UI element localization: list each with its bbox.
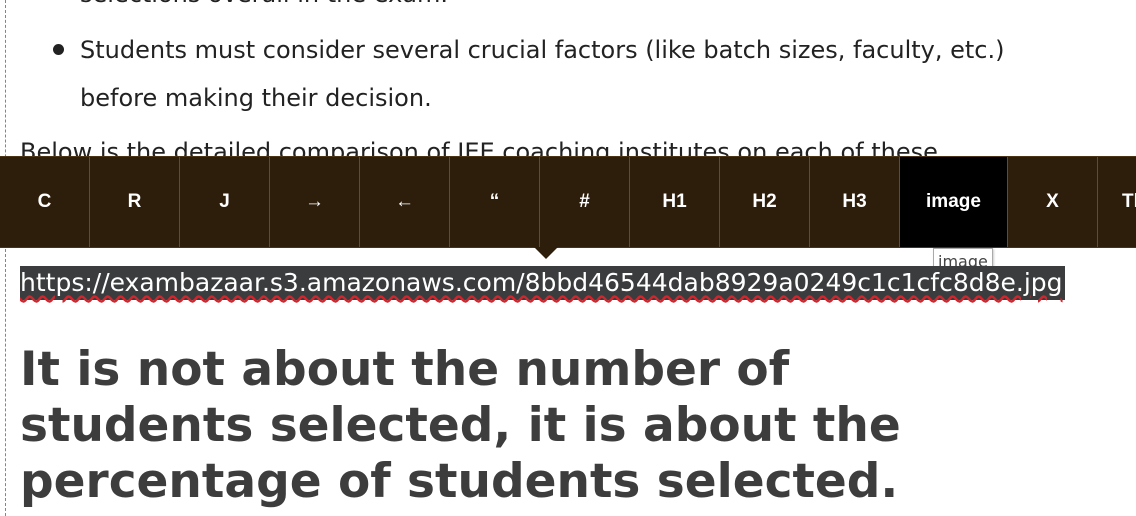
justify-align-button[interactable]: J (180, 157, 270, 247)
arrow-right-icon: → (305, 191, 324, 212)
truncated-toolbar-button[interactable]: Tl (1098, 157, 1136, 247)
outdent-button[interactable]: ← (360, 157, 450, 247)
bullet-dot-icon (53, 44, 64, 55)
heading-1-button[interactable]: H1 (630, 157, 720, 247)
quote-icon: “ (489, 191, 500, 212)
image-label: image (926, 191, 981, 212)
toolbar-pointer-arrow (534, 247, 558, 259)
truncated-button-label: Tl (1122, 191, 1136, 212)
list-item: Students must consider several crucial f… (0, 26, 1080, 122)
heading-3-label: H3 (842, 191, 867, 212)
hash-icon: # (579, 191, 590, 212)
blockquote-button[interactable]: “ (450, 157, 540, 247)
close-icon: X (1046, 191, 1059, 212)
heading-3-button[interactable]: H3 (810, 157, 900, 247)
heading-2-label: H2 (752, 191, 777, 212)
paragraph-partial-top: selections overall in the exam. (80, 0, 448, 8)
bullet-list: Students must consider several crucial f… (0, 26, 1136, 122)
heading-2-button[interactable]: H2 (720, 157, 810, 247)
heading-1-label: H1 (662, 191, 687, 212)
editor-guide-line (5, 0, 6, 516)
arrow-left-icon: ← (395, 191, 414, 212)
justify-align-icon: J (219, 191, 230, 212)
selected-url-text[interactable]: https://exambazaar.s3.amazonaws.com/8bbd… (20, 266, 1065, 300)
right-align-icon: R (127, 191, 142, 212)
clear-format-button[interactable]: X (1008, 157, 1098, 247)
image-button[interactable]: image (900, 157, 1008, 247)
numbered-list-button[interactable]: # (540, 157, 630, 247)
list-item-text: Students must consider several crucial f… (80, 36, 1005, 112)
editor-toolbar: C R J → ← “ # H1 H2 H3 image X Tl (0, 156, 1136, 248)
center-align-icon: C (37, 191, 52, 212)
section-heading: It is not about the number of students s… (20, 342, 901, 509)
center-align-button[interactable]: C (0, 157, 90, 247)
indent-button[interactable]: → (270, 157, 360, 247)
right-align-button[interactable]: R (90, 157, 180, 247)
